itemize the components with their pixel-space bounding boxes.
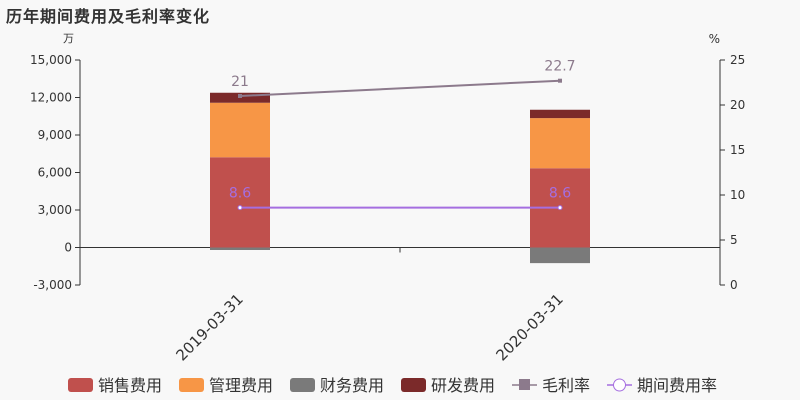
bar-管理费用: [530, 118, 590, 169]
right-unit: %: [709, 32, 720, 46]
y-tick-label: 6,000: [38, 166, 72, 180]
x-tick-label: 2020-03-31: [492, 290, 566, 364]
data-label: 22.7: [544, 59, 575, 75]
point-期间费用率: [557, 205, 563, 211]
line-毛利率: [239, 79, 561, 97]
data-label: 8.6: [549, 186, 571, 202]
point-毛利率: [558, 78, 562, 83]
y2-tick-label: 0: [730, 278, 738, 292]
legend-label: 研发费用: [431, 376, 495, 395]
point-毛利率: [238, 94, 242, 98]
legend-label: 毛利率: [542, 376, 590, 395]
y-tick-label: 15,000: [30, 53, 72, 67]
y-tick-label: 3,000: [38, 203, 72, 217]
legend-label: 管理费用: [209, 376, 273, 395]
bar-财务费用: [530, 247, 590, 264]
y-tick-label: 0: [64, 241, 72, 255]
y2-tick-label: 25: [730, 53, 745, 67]
y2-tick-label: 20: [730, 98, 745, 112]
chart-title: 历年期间费用及毛利率变化: [6, 7, 211, 26]
legend-swatch: [179, 378, 204, 392]
y-tick-label: 12,000: [30, 91, 72, 105]
bar-研发费用: [530, 109, 590, 119]
point-期间费用率: [237, 205, 243, 211]
legend-label: 财务费用: [320, 376, 384, 395]
y2-tick-label: 5: [730, 233, 738, 247]
y-tick-label: -3,000: [33, 278, 72, 292]
left-unit: 万: [63, 32, 74, 45]
bar-管理费用: [210, 102, 270, 158]
legend-swatch: [290, 378, 315, 392]
data-label: 21: [231, 74, 249, 90]
legend-label: 期间费用率: [637, 376, 717, 395]
y-tick-label: 9,000: [38, 128, 72, 142]
x-tick-label: 2019-03-31: [172, 290, 246, 364]
legend-label: 销售费用: [98, 376, 162, 395]
y2-tick-label: 10: [730, 188, 745, 202]
legend-marker: [519, 379, 530, 390]
legend-marker: [613, 378, 626, 392]
bar-财务费用: [210, 247, 270, 250]
legend-swatch: [68, 378, 93, 392]
y2-tick-label: 15: [730, 143, 745, 157]
data-label: 8.6: [229, 186, 251, 202]
bar-销售费用: [210, 157, 270, 248]
legend-swatch: [401, 378, 426, 392]
